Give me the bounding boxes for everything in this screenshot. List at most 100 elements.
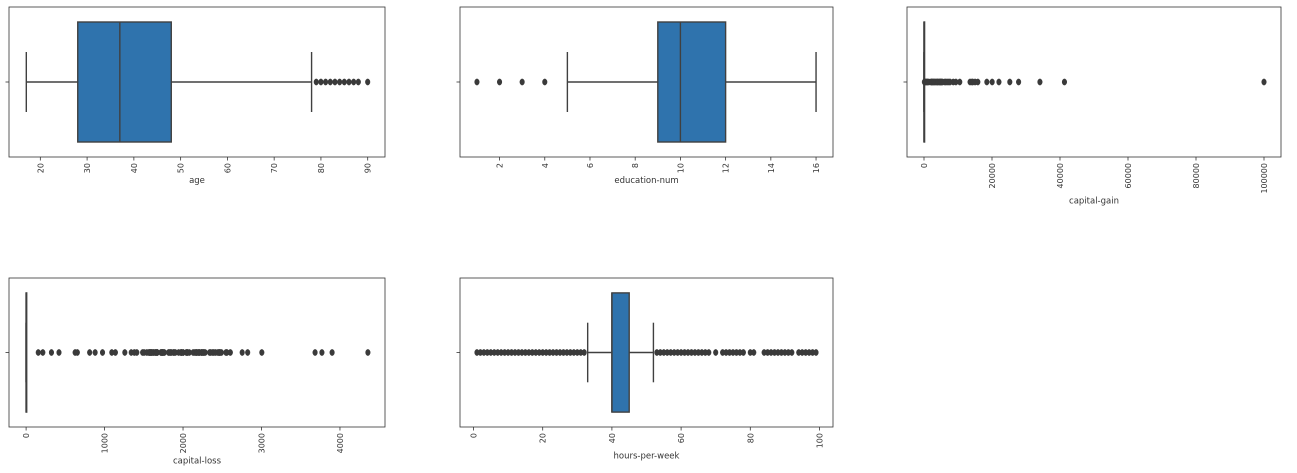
x-tick-label: 40 [130, 163, 139, 173]
outlier-point [161, 349, 167, 356]
x-tick-label: 4000 [336, 433, 345, 453]
iqr-box [611, 292, 630, 413]
axis-label: hours-per-week [614, 451, 680, 461]
x-tick-label: 3000 [257, 433, 266, 453]
x-tick-label: 50 [177, 163, 186, 173]
outlier-point [740, 349, 746, 356]
outlier-point [332, 78, 338, 86]
outlier-point [706, 349, 712, 356]
x-tick-label: 16 [812, 163, 821, 173]
outlier-point [365, 78, 371, 86]
outlier-point [581, 349, 587, 356]
outlier-point [474, 78, 480, 86]
x-tick-label: 4 [541, 163, 550, 168]
x-tick-label: 6 [586, 163, 595, 168]
outlier-point [99, 349, 106, 356]
x-tick-label: 40000 [1056, 163, 1065, 188]
outlier-point [323, 78, 329, 86]
x-tick-label: 80 [746, 433, 755, 443]
outlier-point [341, 78, 347, 86]
outlier-point [813, 349, 819, 356]
outlier-point [239, 349, 245, 356]
outlier-point [351, 78, 357, 86]
outlier-point [975, 78, 981, 86]
outlier-point [202, 349, 208, 356]
boxplot-panel-age: 20 30 40 50 60 70 80 90 age [5, 6, 386, 186]
outlier-point [365, 349, 371, 356]
outlier-point [713, 349, 719, 356]
iqr-box [657, 21, 727, 143]
x-tick-label: 8 [631, 163, 640, 168]
outlier-point [74, 349, 80, 356]
outlier-point [313, 78, 319, 86]
x-tick-label: 90 [364, 163, 373, 173]
outlier-point [245, 349, 251, 356]
x-tick-label: 20000 [988, 163, 997, 188]
axis-label: age [189, 176, 205, 186]
outlier-point [329, 349, 335, 356]
plot-frame [906, 6, 1282, 158]
outlier-point [319, 349, 325, 356]
x-tick-label: 1000 [101, 433, 110, 453]
x-tick-label: 20 [36, 163, 45, 173]
x-tick-label: 2 [496, 163, 505, 168]
x-tick-label: 0 [469, 433, 478, 438]
outlier-point [519, 78, 525, 86]
x-tick-label: 12 [722, 163, 731, 173]
outlier-point [957, 78, 963, 86]
x-tick-label: 70 [270, 163, 279, 173]
x-tick-label: 10 [676, 163, 685, 173]
outlier-point [312, 349, 318, 356]
iqr-box [77, 21, 172, 143]
outlier-point [218, 349, 224, 356]
outlier-point [989, 78, 995, 86]
outlier-point [259, 349, 265, 356]
outlier-point [35, 349, 41, 356]
outlier-point [40, 349, 46, 356]
outlier-point [56, 349, 62, 356]
boxplot-panel-education-num: 2 4 6 8 10 12 14 16 education-num [456, 6, 834, 186]
x-tick-label: 30 [83, 163, 92, 173]
x-tick-label: 2000 [179, 433, 188, 453]
outlier-point [1261, 78, 1267, 86]
outlier-point [996, 78, 1002, 86]
axis-label: capital-loss [173, 456, 222, 466]
x-tick-label: 60000 [1124, 163, 1133, 188]
outlier-point [112, 349, 118, 356]
outlier-point [327, 78, 333, 86]
x-tick-label: 100 [816, 433, 825, 448]
x-tick-label: 0 [920, 163, 929, 168]
x-tick-label: 80000 [1192, 163, 1201, 188]
outlier-point [227, 349, 233, 356]
axis-label: capital-gain [1069, 197, 1119, 207]
outlier-point [497, 78, 503, 86]
outlier-point [318, 78, 324, 86]
outlier-point [1037, 78, 1043, 86]
outlier-point [542, 78, 548, 86]
x-tick-label: 100000 [1260, 163, 1269, 194]
outlier-point [1016, 78, 1022, 86]
outlier-point [48, 349, 54, 356]
outlier-point [789, 349, 795, 356]
boxplot-panel-capital-gain: 0 20000 40000 60000 80000 100000 capital-gain [903, 6, 1282, 207]
outlier-point [751, 349, 757, 356]
outlier-point [122, 349, 128, 356]
outlier-point [984, 78, 990, 86]
x-tick-label: 40 [608, 433, 617, 443]
outlier-point [87, 349, 93, 356]
outlier-point [134, 349, 140, 356]
outlier-point [1007, 78, 1013, 86]
boxplot-panel-hours-per-week: 0 20 40 60 80 100 hours-per-week [456, 277, 834, 461]
x-tick-label: 60 [677, 433, 686, 443]
x-tick-label: 0 [22, 433, 31, 438]
outlier-point [355, 78, 361, 86]
outlier-point [1061, 78, 1068, 86]
axis-label: education-num [614, 176, 678, 186]
x-tick-label: 20 [539, 433, 548, 443]
outlier-point [346, 78, 352, 86]
x-tick-label: 80 [317, 163, 326, 173]
x-tick-label: 14 [767, 163, 776, 173]
x-tick-label: 60 [223, 163, 232, 173]
outlier-point [337, 78, 343, 86]
